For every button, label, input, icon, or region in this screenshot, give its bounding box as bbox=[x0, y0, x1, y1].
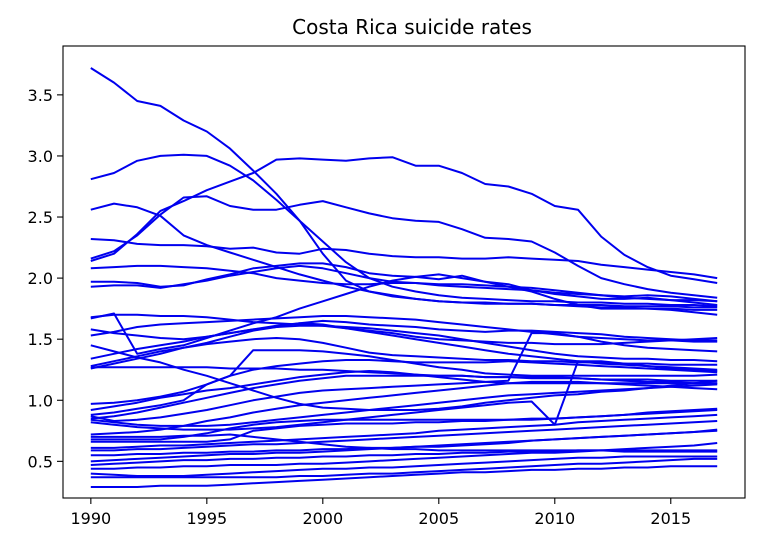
x-axis: 1990 1995 2000 2005 2010 2015 bbox=[70, 498, 691, 528]
series-line-30 bbox=[90, 413, 718, 449]
series-line-23 bbox=[90, 332, 718, 422]
y-tick-label: 1.0 bbox=[28, 391, 53, 410]
plot-frame bbox=[62, 45, 746, 499]
chart-title: Costa Rica suicide rates bbox=[292, 15, 532, 39]
y-axis: 0.5 1.0 1.5 2.0 2.5 3.0 3.5 bbox=[28, 86, 63, 471]
x-tick-label: 1995 bbox=[186, 509, 227, 528]
y-tick-label: 3.5 bbox=[28, 86, 53, 105]
x-tick-label: 1990 bbox=[70, 509, 111, 528]
series-line-21 bbox=[90, 349, 718, 416]
y-tick-label: 2.5 bbox=[28, 208, 53, 227]
series-line-4 bbox=[90, 195, 718, 299]
series-line-22 bbox=[90, 374, 718, 420]
x-tick-label: 2005 bbox=[418, 509, 459, 528]
series-line-29 bbox=[90, 407, 718, 443]
x-tick-label: 2000 bbox=[302, 509, 343, 528]
series-line-33 bbox=[90, 428, 718, 463]
series-line-35 bbox=[90, 442, 718, 470]
series-layer bbox=[90, 67, 718, 488]
series-line-5 bbox=[90, 156, 718, 284]
series-line-12 bbox=[90, 315, 718, 343]
series-line-6 bbox=[90, 238, 718, 280]
series-line-17 bbox=[90, 322, 718, 371]
y-tick-label: 3.0 bbox=[28, 147, 53, 166]
series-line-3 bbox=[90, 202, 718, 309]
series-line-13 bbox=[90, 319, 718, 342]
series-line-37 bbox=[90, 457, 718, 479]
series-line-14 bbox=[90, 344, 718, 411]
series-line-11 bbox=[90, 273, 718, 355]
y-tick-label: 2.0 bbox=[28, 269, 53, 288]
y-tick-label: 0.5 bbox=[28, 452, 53, 471]
series-line-15 bbox=[90, 324, 718, 363]
series-line-9 bbox=[90, 264, 718, 303]
series-line-31 bbox=[90, 420, 718, 452]
x-tick-label: 2010 bbox=[534, 509, 575, 528]
series-line-38 bbox=[90, 465, 718, 488]
series-line-26 bbox=[90, 380, 718, 436]
series-line-25 bbox=[90, 360, 718, 431]
y-tick-label: 1.5 bbox=[28, 330, 53, 349]
series-line-36 bbox=[90, 455, 718, 477]
series-line-24 bbox=[90, 383, 718, 427]
x-tick-label: 2015 bbox=[650, 509, 691, 528]
series-line-2 bbox=[90, 153, 718, 308]
